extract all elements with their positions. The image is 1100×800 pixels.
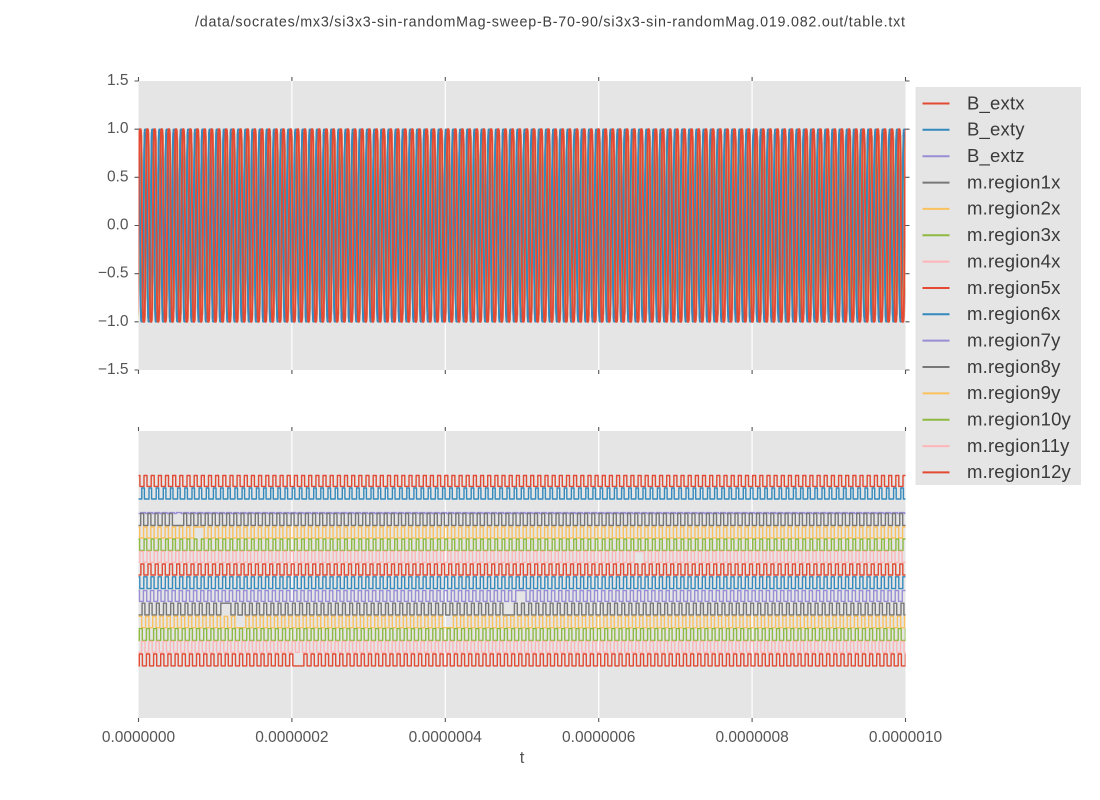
- svg-text:m.region7y: m.region7y: [967, 329, 1061, 350]
- svg-text:B_extz: B_extz: [967, 145, 1025, 167]
- svg-text:−1.0: −1.0: [98, 313, 129, 330]
- svg-text:1.5: 1.5: [107, 72, 129, 89]
- svg-text:/data/socrates/mx3/si3x3-sin-r: /data/socrates/mx3/si3x3-sin-randomMag-s…: [195, 15, 905, 31]
- svg-text:m.region9y: m.region9y: [967, 382, 1061, 403]
- svg-text:t: t: [520, 749, 525, 767]
- svg-text:0.0: 0.0: [107, 217, 129, 234]
- svg-text:m.region8y: m.region8y: [967, 356, 1061, 377]
- svg-text:m.region5x: m.region5x: [967, 277, 1061, 298]
- svg-text:1.0: 1.0: [107, 120, 129, 137]
- svg-text:0.0000008: 0.0000008: [715, 729, 788, 746]
- svg-text:m.region10y: m.region10y: [967, 409, 1072, 430]
- svg-text:0.0000002: 0.0000002: [255, 729, 328, 746]
- svg-text:B_extx: B_extx: [967, 92, 1025, 114]
- svg-text:m.region2x: m.region2x: [967, 198, 1061, 219]
- svg-text:m.region4x: m.region4x: [967, 250, 1061, 271]
- svg-text:0.0000004: 0.0000004: [409, 729, 483, 746]
- svg-text:0.0000010: 0.0000010: [869, 729, 943, 746]
- svg-text:B_exty: B_exty: [967, 119, 1025, 141]
- svg-text:−1.5: −1.5: [98, 361, 129, 378]
- svg-text:−0.5: −0.5: [98, 265, 129, 282]
- svg-text:m.region12y: m.region12y: [967, 461, 1072, 482]
- svg-text:m.region6x: m.region6x: [967, 303, 1061, 324]
- svg-text:m.region11y: m.region11y: [967, 435, 1070, 456]
- svg-text:0.0000006: 0.0000006: [562, 729, 635, 746]
- svg-text:0.0000000: 0.0000000: [102, 729, 176, 746]
- svg-text:0.5: 0.5: [107, 168, 129, 185]
- svg-text:m.region3x: m.region3x: [967, 224, 1061, 245]
- svg-text:m.region1x: m.region1x: [967, 171, 1061, 192]
